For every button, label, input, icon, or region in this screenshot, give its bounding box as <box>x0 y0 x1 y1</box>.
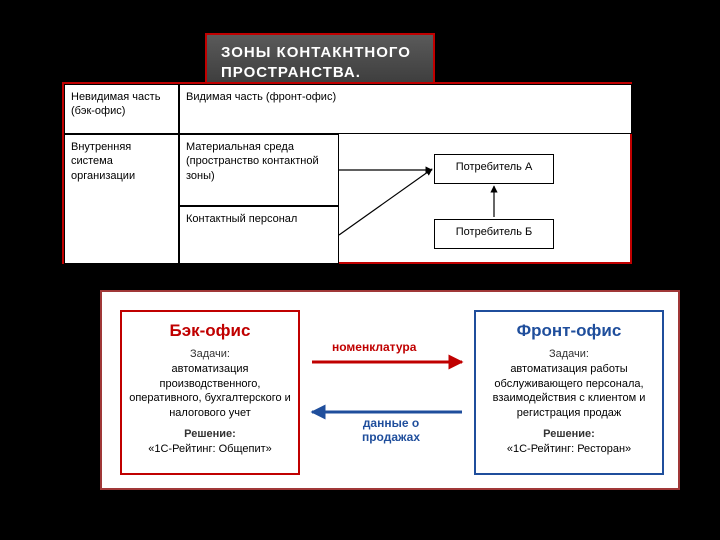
back-tasks-text: автоматизация производственного, операти… <box>128 362 292 421</box>
front-solution-label: Решение: <box>482 427 656 442</box>
front-tasks-label: Задачи: <box>482 347 656 362</box>
front-office-box: Фронт-офис Задачи: автоматизация работы … <box>474 310 664 475</box>
back-office-box: Бэк-офис Задачи: автоматизация производс… <box>120 310 300 475</box>
back-tasks-label: Задачи: <box>128 347 292 362</box>
front-solution-text: «1С-Рейтинг: Ресторан» <box>482 442 656 457</box>
back-solution-label: Решение: <box>128 427 292 442</box>
back-solution-text: «1С-Рейтинг: Общепит» <box>128 442 292 457</box>
front-tasks-text: автоматизация работы обслуживающего перс… <box>482 362 656 421</box>
back-office-title: Бэк-офис <box>128 320 292 343</box>
d1-consumer-a: Потребитель А <box>434 154 554 184</box>
flow-right-label: номенклатура <box>332 340 416 354</box>
diagram-zones: Невидимая часть (бэк-офис) Видимая часть… <box>62 82 632 264</box>
front-office-title: Фронт-офис <box>482 320 656 343</box>
d1-material: Материальная среда (пространство контакт… <box>179 134 339 206</box>
d1-consumer-b: Потребитель Б <box>434 219 554 249</box>
diagram-offices: Бэк-офис Задачи: автоматизация производс… <box>100 290 680 490</box>
flow-left-label: данные о продажах <box>336 416 446 444</box>
d1-front-header: Видимая часть (фронт-офис) <box>179 84 632 134</box>
d1-personnel: Контактный персонал <box>179 206 339 264</box>
d1-back-header: Невидимая часть (бэк-офис) <box>64 84 179 134</box>
d1-internal: Внутренняя система организации <box>64 134 179 264</box>
